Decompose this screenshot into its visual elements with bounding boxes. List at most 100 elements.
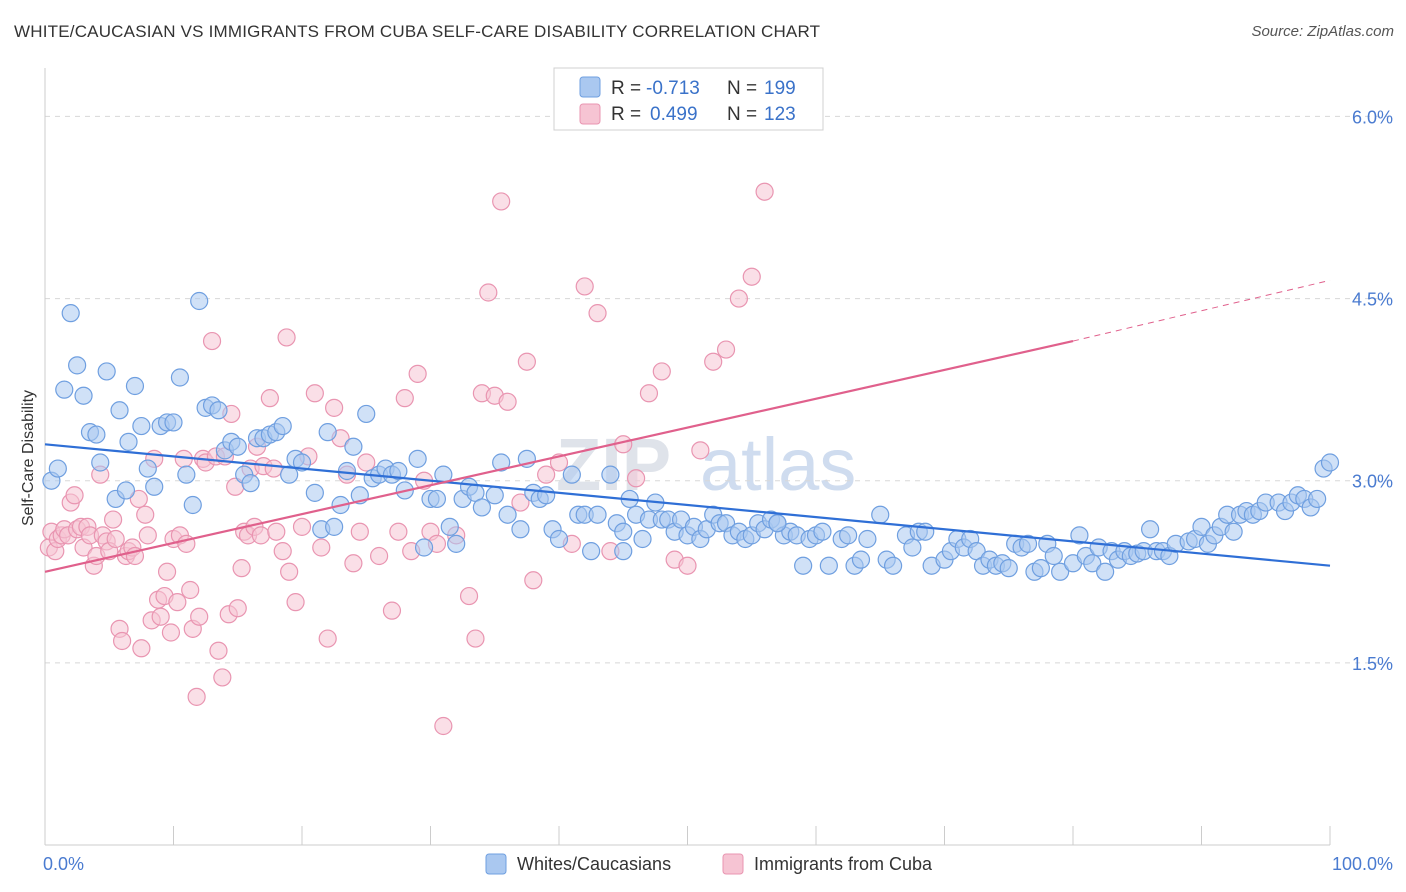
whites-point-9 [97,362,116,381]
whites-point-82 [601,465,620,484]
whites-point-43 [318,423,337,442]
cuba-point-37 [157,562,177,581]
whites-point-161 [1140,520,1160,539]
cuba-point-77 [312,538,331,557]
whites-point-70 [511,520,530,539]
whites-point-23 [183,495,202,515]
cuba-point-78 [318,629,337,648]
cuba-point-68 [264,459,283,478]
whites-point-143 [1018,534,1038,553]
legend-r-value-1: -0.713 [646,78,700,99]
whites-point-13 [119,432,138,451]
whites-point-87 [633,529,652,549]
whites-point-57 [414,538,434,557]
watermark-atlas: atlas [700,423,856,506]
cuba-point-79 [325,398,344,417]
whites-point-49 [357,404,376,424]
grid-lines [45,115,1392,664]
cuba-point-59 [232,559,251,578]
bottom-legend-swatch-pink [722,853,744,875]
watermark-zip: ZIP [556,423,671,506]
axes [44,68,1331,846]
bottom-legend: Whites/Caucasians Immigrants from Cuba [485,853,933,875]
whites-point-187 [1320,453,1340,472]
cuba-point-118 [691,441,710,460]
whites-point-4 [68,356,87,375]
cuba-point-53 [213,668,232,687]
whites-point-74 [537,486,556,505]
whites-point-46 [337,461,357,481]
whites-point-112 [794,556,813,575]
whites-point-189 [614,542,633,561]
whites-point-47 [344,437,363,456]
watermark: ZIP atlas [556,423,856,506]
whites-point-21 [170,368,190,387]
cuba-point-113 [626,469,646,488]
cuba-point-38 [161,623,181,642]
cuba-point-90 [408,364,427,383]
whites-point-124 [883,556,903,575]
whites-point-128 [916,522,935,541]
y-tick-label-1: 3.0% [1352,472,1393,492]
x-tick-label-0: 0.0% [43,854,84,874]
whites-point-14 [125,376,145,396]
cuba-point-8 [65,486,84,505]
whites-point-67 [485,486,504,505]
cuba-point-106 [537,465,556,484]
cuba-point-88 [395,389,414,408]
cuba-point-104 [517,352,536,371]
cuba-point-76 [305,384,324,403]
whites-point-154 [1096,562,1115,581]
whites-point-122 [871,505,890,524]
cuba-point-72 [280,562,299,581]
cuba-point-23 [112,631,132,651]
cuba-point-70 [273,542,292,561]
legend-swatch-blue [579,76,601,98]
cuba-point-110 [588,304,607,323]
whites-point-56 [408,449,427,468]
tick-labels: 1.5% 3.0% 4.5% 6.0% 0.0% 100.0% [43,107,1393,874]
cuba-point-69 [267,522,286,541]
cuba-point-109 [575,277,594,296]
whites-point-59 [427,489,447,509]
whites-point-40 [292,453,312,472]
cuba-point-28 [129,489,148,509]
top-legend: R = -0.713 N = 199 R = 0.499 N = 123 [553,67,824,131]
cuba-point-103 [511,493,530,512]
cuba-point-40 [168,593,187,612]
whites-trend-line [44,443,1331,567]
whites-point-2 [55,380,74,399]
whites-point-81 [588,505,607,524]
cuba-point-47 [190,607,209,626]
cuba-point-87 [389,522,408,541]
whites-point-145 [1031,559,1050,578]
whites-point-121 [858,529,877,549]
whites-point-140 [999,559,1018,578]
cuba-point-114 [639,384,659,403]
whites-point-54 [389,461,408,481]
whites-point-150 [1070,526,1089,545]
cuba-point-97 [466,629,485,648]
whites-point-188 [768,514,787,533]
whites-point-30 [228,437,247,456]
cuba-point-84 [357,453,376,472]
cuba-point-123 [755,182,774,201]
cuba-point-74 [292,517,312,536]
cuba-point-50 [202,331,222,351]
x-tick-label-1: 100.0% [1332,854,1393,874]
whites-point-76 [549,529,569,549]
cuba-point-82 [344,554,363,573]
cuba-point-83 [350,522,369,541]
whites-point-7 [87,425,106,444]
cuba-point-35 [151,607,170,626]
whites-point-3 [61,304,80,323]
whites-point-84 [614,522,633,541]
whites-point-41 [305,483,324,502]
legend-n-label-2: N = [727,104,757,125]
whites-point-24 [190,291,209,311]
whites-point-148 [1051,562,1070,581]
whites-point-120 [851,550,871,569]
y-tick-label-0: 1.5% [1352,654,1393,674]
y-tick-label-2: 4.5% [1352,290,1393,310]
whites-point-17 [145,477,164,496]
